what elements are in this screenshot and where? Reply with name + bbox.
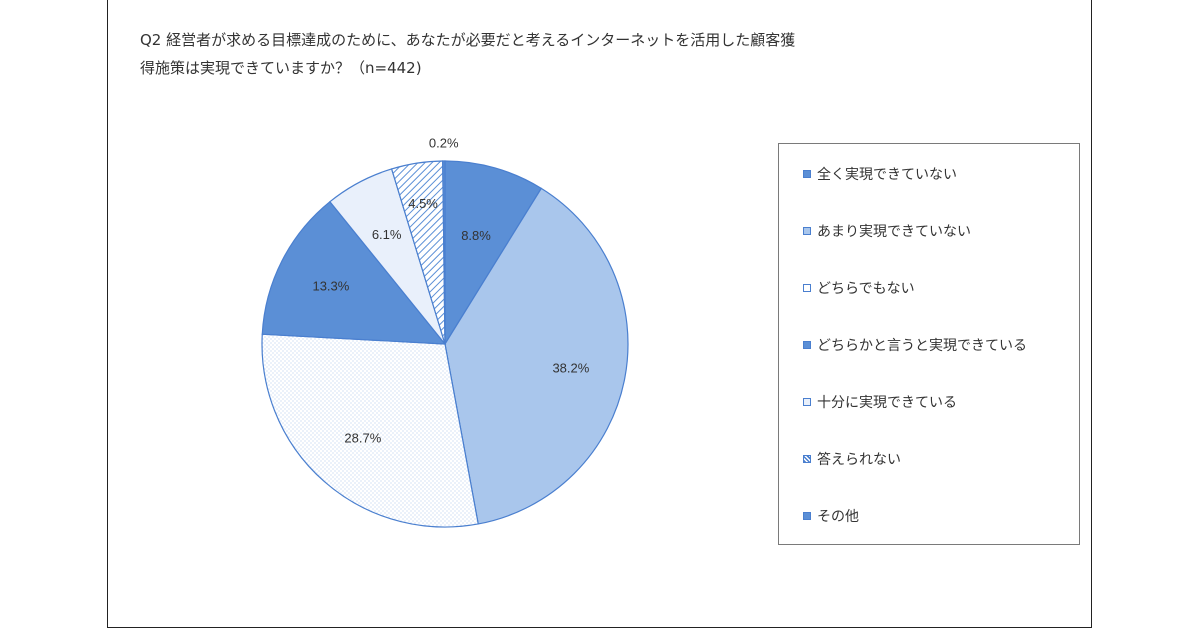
legend-item: 全く実現できていない	[803, 164, 957, 184]
legend-item: どちらでもない	[803, 278, 915, 298]
legend: 全く実現できていない あまり実現できていない どちらでもない どちらかと言うと実…	[778, 143, 1080, 545]
pie-data-label: 13.3%	[312, 279, 349, 294]
pie-slice	[261, 200, 447, 345]
legend-label: 答えられない	[817, 452, 901, 468]
chart-frame	[107, 0, 1092, 628]
chart-title: Q2 経営者が求める目標達成のために、あなたが必要だと考えるインターネットを活用…	[140, 26, 940, 82]
legend-item: 答えられない	[803, 449, 901, 469]
legend-item: その他	[803, 506, 859, 526]
pie-slice	[261, 333, 479, 528]
legend-item: あまり実現できていない	[803, 221, 971, 241]
pie-slice	[442, 160, 446, 345]
pie-slices	[261, 160, 629, 528]
pie-data-label: 28.7%	[344, 430, 381, 445]
legend-swatch	[803, 512, 811, 520]
legend-swatch	[803, 455, 811, 463]
legend-label: 全く実現できていない	[817, 167, 957, 183]
pie-slice	[444, 187, 629, 525]
pie-data-label: 38.2%	[552, 361, 589, 376]
legend-swatch	[803, 284, 811, 292]
chart-title-line-2: 得施策は実現できていますか？（n=442)	[140, 59, 422, 77]
legend-label: 十分に実現できている	[817, 395, 957, 411]
legend-label: どちらでもない	[817, 281, 915, 297]
pie-labels: 8.8% 38.2% 28.7% 13.3% 6.1% 4.5% 0.2%	[312, 136, 589, 446]
pie-data-label: 8.8%	[461, 228, 491, 243]
legend-item: 十分に実現できている	[803, 392, 957, 412]
legend-label: その他	[817, 509, 859, 525]
legend-label: あまり実現できていない	[817, 224, 971, 240]
pie-data-label: 6.1%	[372, 227, 402, 242]
legend-item: どちらかと言うと実現できている	[803, 335, 1027, 355]
chart-title-line-1: Q2 経営者が求める目標達成のために、あなたが必要だと考えるインターネットを活用…	[140, 31, 796, 49]
legend-swatch	[803, 170, 811, 178]
pie-data-label: 4.5%	[408, 196, 438, 211]
pie-data-label: 0.2%	[429, 136, 459, 151]
pie-slice	[444, 160, 543, 347]
legend-label: どちらかと言うと実現できている	[817, 338, 1027, 354]
legend-swatch	[803, 398, 811, 406]
legend-swatch	[803, 227, 811, 235]
legend-swatch	[803, 341, 811, 349]
